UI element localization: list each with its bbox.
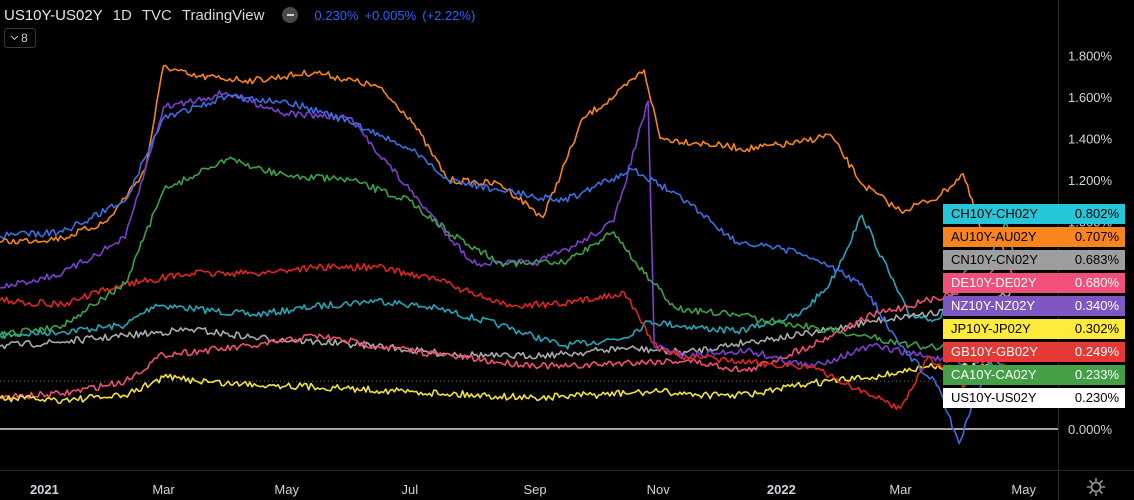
- x-tick-label: Nov: [647, 482, 671, 497]
- legend-series-value: 0.233%: [1074, 367, 1119, 382]
- legend-series-name: GB10Y-GB02Y: [951, 344, 1038, 359]
- legend-series-name: US10Y-US02Y: [951, 390, 1037, 405]
- legend-series-name: JP10Y-JP02Y: [951, 321, 1031, 336]
- legend-series-name: NZ10Y-NZ02Y: [951, 298, 1036, 313]
- legend-series-name: CN10Y-CN02Y: [951, 252, 1038, 267]
- legend-item-de10y-de02y[interactable]: DE10Y-DE02Y 0.680%: [943, 273, 1125, 293]
- series-line-cn10y-cn02y: [0, 287, 1016, 360]
- minus-toggle-icon[interactable]: [282, 7, 299, 23]
- indicator-counter-button[interactable]: 8: [4, 28, 36, 48]
- x-tick-label: May: [1011, 482, 1036, 497]
- quote-readout: 0.230% +0.005% (+2.22%): [314, 8, 475, 23]
- legend-item-cn10y-cn02y[interactable]: CN10Y-CN02Y 0.683%: [943, 250, 1125, 270]
- x-tick-label: May: [274, 482, 299, 497]
- gear-icon[interactable]: [1086, 477, 1106, 497]
- chevron-down-icon: [11, 32, 19, 41]
- platform-label: TradingView: [181, 6, 265, 24]
- x-tick-label: Mar: [152, 482, 175, 497]
- series-line-jp10y-jp02y: [0, 362, 1017, 404]
- legend-series-value: 0.230%: [1055, 388, 1125, 408]
- y-tick-label: 1.800%: [1068, 49, 1113, 64]
- series-line-de10y-de02y: [0, 251, 1017, 401]
- series-line-ch10y-ch02y: [0, 214, 1017, 350]
- legend-item-au10y-au02y[interactable]: AU10Y-AU02Y 0.707%: [943, 227, 1125, 247]
- y-tick-label: 1.400%: [1068, 132, 1113, 147]
- legend-series-value: 0.707%: [1074, 229, 1119, 244]
- series-line-au10y-au02y: [0, 64, 1017, 283]
- legend-item-ch10y-ch02y[interactable]: CH10Y-CH02Y 0.802%: [943, 204, 1125, 224]
- legend-item-jp10y-jp02y[interactable]: JP10Y-JP02Y 0.302%: [943, 319, 1125, 339]
- x-tick-label: 2022: [767, 482, 796, 497]
- legend-item-nz10y-nz02y[interactable]: NZ10Y-NZ02Y 0.340%: [943, 296, 1125, 316]
- series-layer: [0, 64, 1058, 445]
- price-change-percent: (+2.22%): [422, 7, 476, 23]
- interval-label[interactable]: 1D: [112, 6, 132, 24]
- legend-series-value: 0.249%: [1074, 344, 1119, 359]
- legend-item-ca10y-ca02y[interactable]: CA10Y-CA02Y 0.233%: [943, 365, 1125, 385]
- symbol-name[interactable]: US10Y-US02Y: [4, 6, 103, 24]
- y-tick-label: 0.000%: [1068, 422, 1113, 437]
- legend-series-name: CH10Y-CH02Y: [951, 206, 1038, 221]
- x-tick-label: Sep: [523, 482, 546, 497]
- legend-series-value: 0.802%: [1074, 206, 1119, 221]
- last-price: 0.230%: [314, 7, 359, 23]
- legend-item-gb10y-gb02y[interactable]: GB10Y-GB02Y 0.249%: [943, 342, 1125, 362]
- legend-series-value: 0.683%: [1074, 252, 1119, 267]
- legend-series-name: AU10Y-AU02Y: [951, 229, 1037, 244]
- legend-series-value: 0.302%: [1074, 321, 1119, 336]
- price-change: +0.005%: [364, 7, 417, 23]
- legend-series-value: 0.340%: [1074, 298, 1119, 313]
- chart-header: US10Y-US02Y 1D TVC TradingView 0.230% +0…: [4, 4, 475, 26]
- series-line-ca10y-ca02y: [0, 156, 1016, 383]
- source-label: TVC: [141, 6, 172, 24]
- x-tick-label: Jul: [402, 482, 419, 497]
- series-line-gb10y-gb02y: [0, 262, 1017, 411]
- legend-item-us10y-us02y[interactable]: US10Y-US02Y 0.230%: [943, 388, 1125, 408]
- x-tick-label: 2021: [30, 482, 59, 497]
- legend-series-name: CA10Y-CA02Y: [951, 367, 1037, 382]
- y-tick-label: 1.600%: [1068, 90, 1113, 105]
- legend-series-name: DE10Y-DE02Y: [951, 275, 1037, 290]
- legend-series-value: 0.680%: [1074, 275, 1119, 290]
- series-line-nz10y-nz02y: [0, 90, 1017, 369]
- x-tick-label: Mar: [889, 482, 912, 497]
- series-line-us10y-us02y: [0, 94, 1017, 445]
- indicator-count: 8: [21, 31, 28, 45]
- y-tick-label: 1.200%: [1068, 173, 1113, 188]
